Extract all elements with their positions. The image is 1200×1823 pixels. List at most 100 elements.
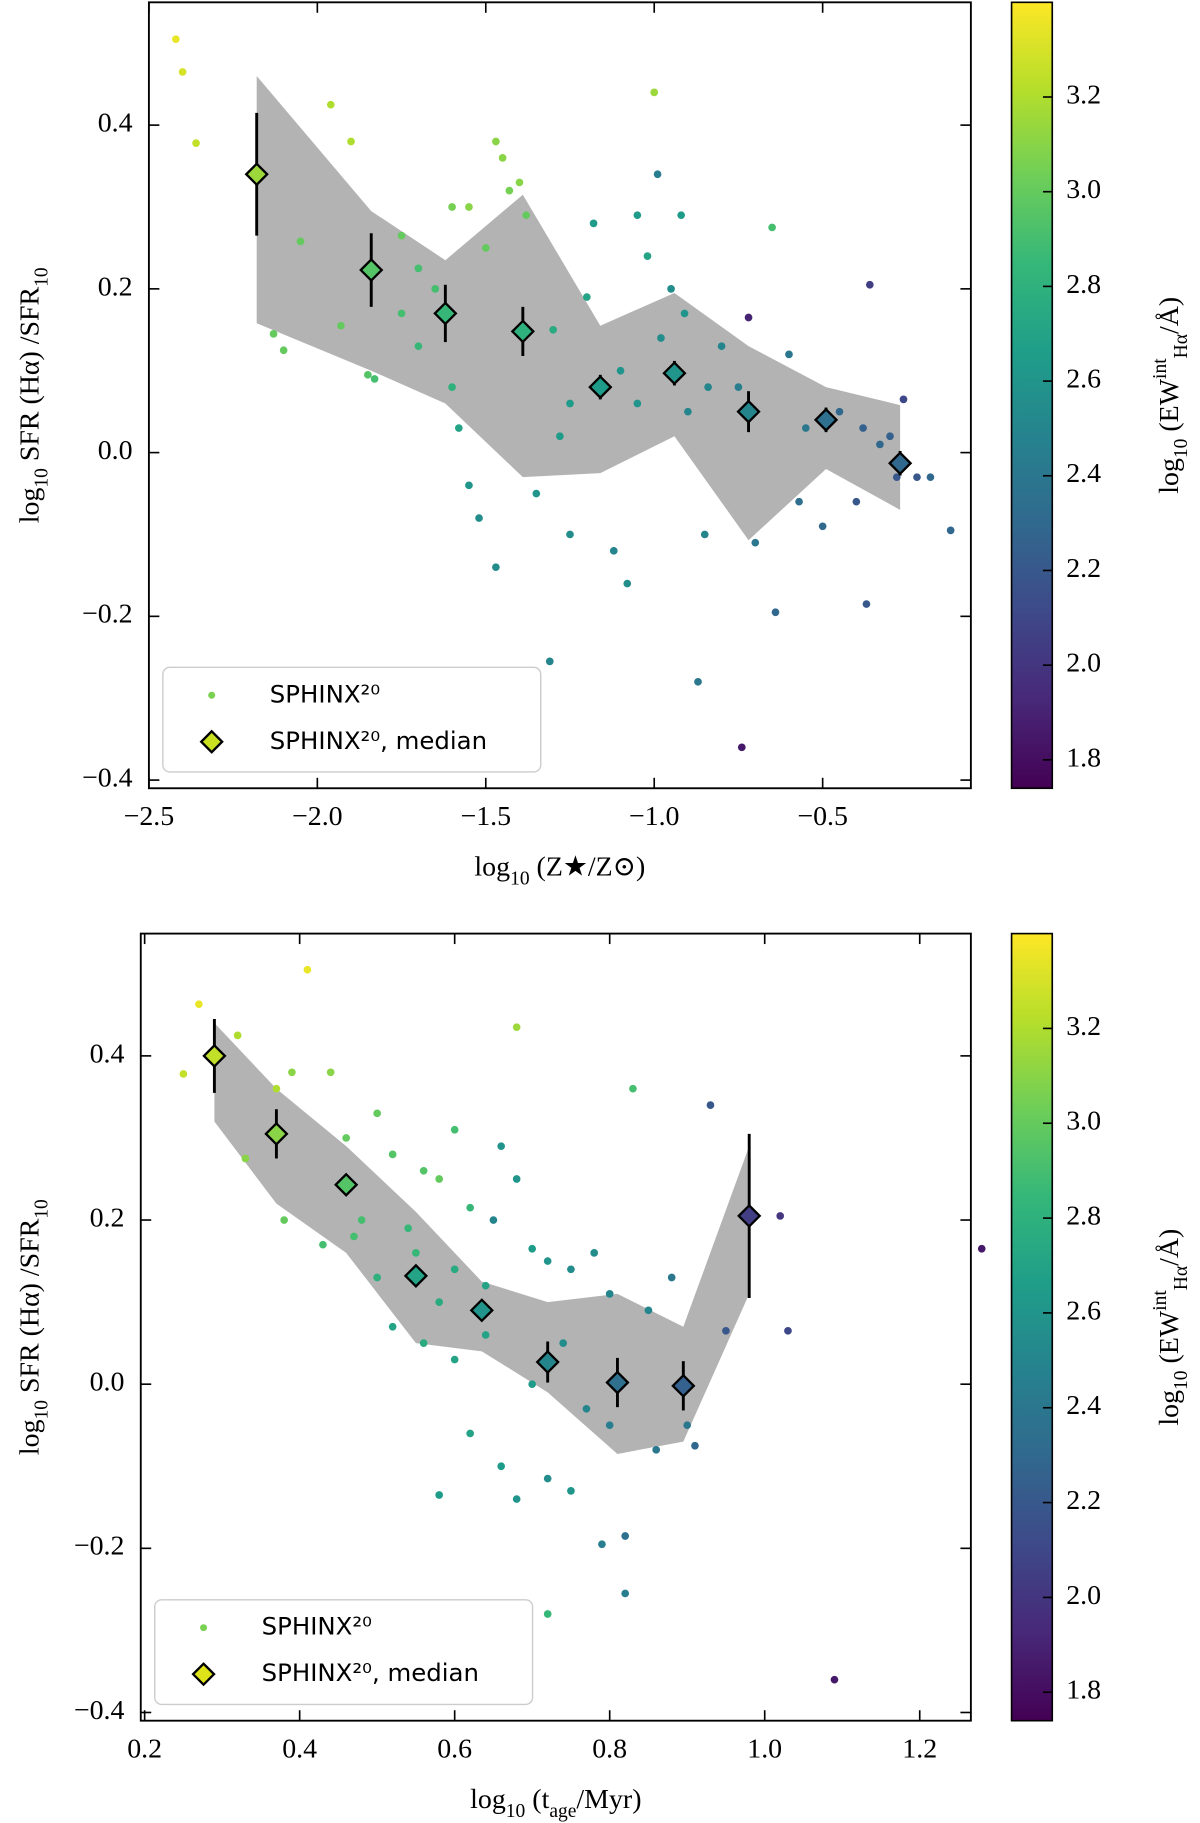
scatter-point — [172, 35, 180, 44]
scatter-point — [583, 293, 591, 301]
median-marker — [359, 257, 384, 283]
scatter-point — [404, 1224, 413, 1233]
median-marker — [403, 1263, 429, 1288]
median-marker — [433, 301, 458, 326]
scatter-point — [629, 1084, 637, 1093]
x-tick-label: −2.5 — [124, 801, 175, 832]
scatter-point — [492, 563, 500, 572]
scatter-point — [567, 1487, 575, 1495]
legend-label: SPHINX²⁰, median — [270, 726, 487, 755]
scatter-point — [717, 342, 726, 351]
scatter-point — [497, 1142, 506, 1151]
legend-label: SPHINX²⁰ — [270, 679, 380, 708]
scatter-point — [566, 530, 574, 539]
median-marker — [605, 1370, 630, 1395]
scatter-point — [192, 139, 200, 147]
scatter-point — [373, 1273, 381, 1282]
scatter-point — [279, 346, 288, 355]
y-tick-label: 0.2 — [90, 1202, 125, 1233]
scatter-point — [667, 285, 675, 293]
scatter-point — [677, 211, 686, 220]
scatter-point — [700, 530, 709, 539]
scatter-point — [370, 375, 379, 383]
scatter-point — [465, 481, 473, 490]
median-marker — [737, 1203, 762, 1229]
scatter-point — [288, 1068, 296, 1077]
colorbar-label: log10 (EWintHα/Å) — [1150, 297, 1192, 494]
scatter-point — [543, 1474, 552, 1483]
scatter-point — [178, 68, 187, 76]
scatter-point — [899, 395, 908, 404]
scatter-point — [657, 334, 665, 342]
median-marker — [588, 374, 613, 400]
x-tick-label: 0.4 — [282, 1733, 317, 1764]
scatter-point — [350, 1232, 358, 1241]
scatter-point — [567, 1265, 575, 1274]
scatter-point — [481, 1331, 490, 1339]
colorbar-label: log10 (EWintHα/Å) — [1150, 1229, 1192, 1426]
scatter-point — [233, 1031, 242, 1040]
scatter-point — [737, 743, 746, 752]
scatter-point — [481, 1281, 490, 1290]
median-marker — [662, 361, 687, 386]
scatter-point — [497, 1462, 506, 1471]
percentile-band — [256, 76, 901, 541]
scatter-point — [785, 350, 793, 359]
scatter-point — [364, 370, 372, 379]
scatter-point — [771, 608, 780, 617]
median-marker — [888, 451, 913, 476]
scatter-point — [589, 219, 598, 228]
scatter-point — [326, 100, 335, 109]
scatter-point — [450, 1125, 459, 1134]
scatter-point — [609, 547, 618, 555]
colorbar-tick-label: 2.6 — [1066, 363, 1101, 394]
scatter-point — [706, 1101, 715, 1109]
scatter-point — [926, 473, 935, 481]
scatter-point — [528, 1244, 537, 1253]
median-marker — [813, 407, 839, 432]
scatter-point — [337, 321, 345, 330]
median-marker — [244, 162, 269, 187]
scatter-point — [582, 1404, 591, 1413]
scatter-point — [623, 579, 632, 588]
colorbar-tick-label: 3.2 — [1066, 1011, 1101, 1042]
scatter-point — [357, 1216, 366, 1224]
scatter-point — [852, 497, 861, 506]
y-tick-label: −0.4 — [74, 1695, 125, 1726]
scatter-point — [977, 1244, 986, 1253]
scatter-point — [448, 383, 456, 391]
colorbar-tick-label: 1.8 — [1066, 1675, 1101, 1706]
legend-box — [154, 1599, 534, 1706]
scatter-point — [414, 342, 423, 351]
scatter-point — [492, 137, 500, 146]
legend-marker — [208, 691, 216, 699]
colorbar-tick-label: 2.8 — [1066, 269, 1101, 300]
scatter-point — [865, 280, 874, 289]
x-tick-label: 1.0 — [747, 1733, 782, 1764]
scatter-point — [522, 211, 531, 220]
scatter-point — [566, 399, 574, 408]
legend-box — [162, 666, 542, 773]
legend-marker — [200, 1624, 208, 1632]
scatter-point — [319, 1240, 327, 1249]
legend-label: SPHINX²⁰ — [262, 1612, 372, 1641]
scatter-point — [795, 497, 803, 506]
y-axis-label: log10 SFR (Hα) /SFR10 — [15, 1199, 53, 1455]
x-tick-label: 0.2 — [127, 1733, 162, 1764]
scatter-point — [633, 211, 642, 220]
scatter-point — [621, 1589, 630, 1598]
colorbar-tick-label: 2.2 — [1066, 1485, 1101, 1516]
scatter-point — [414, 264, 423, 273]
colorbar-tick-label: 3.0 — [1066, 174, 1101, 205]
scatter-point — [722, 1326, 730, 1335]
scatter-point — [269, 330, 278, 338]
colorbar-tick-label: 3.2 — [1066, 79, 1101, 110]
scatter-point — [652, 1446, 661, 1454]
median-marker — [671, 1373, 696, 1398]
colorbar-tick-label: 2.0 — [1066, 1580, 1101, 1611]
scatter-point — [859, 424, 867, 432]
scatter-point — [498, 154, 507, 162]
colorbar-tick-label: 2.4 — [1066, 458, 1101, 489]
x-tick-label: 1.2 — [902, 1733, 937, 1764]
